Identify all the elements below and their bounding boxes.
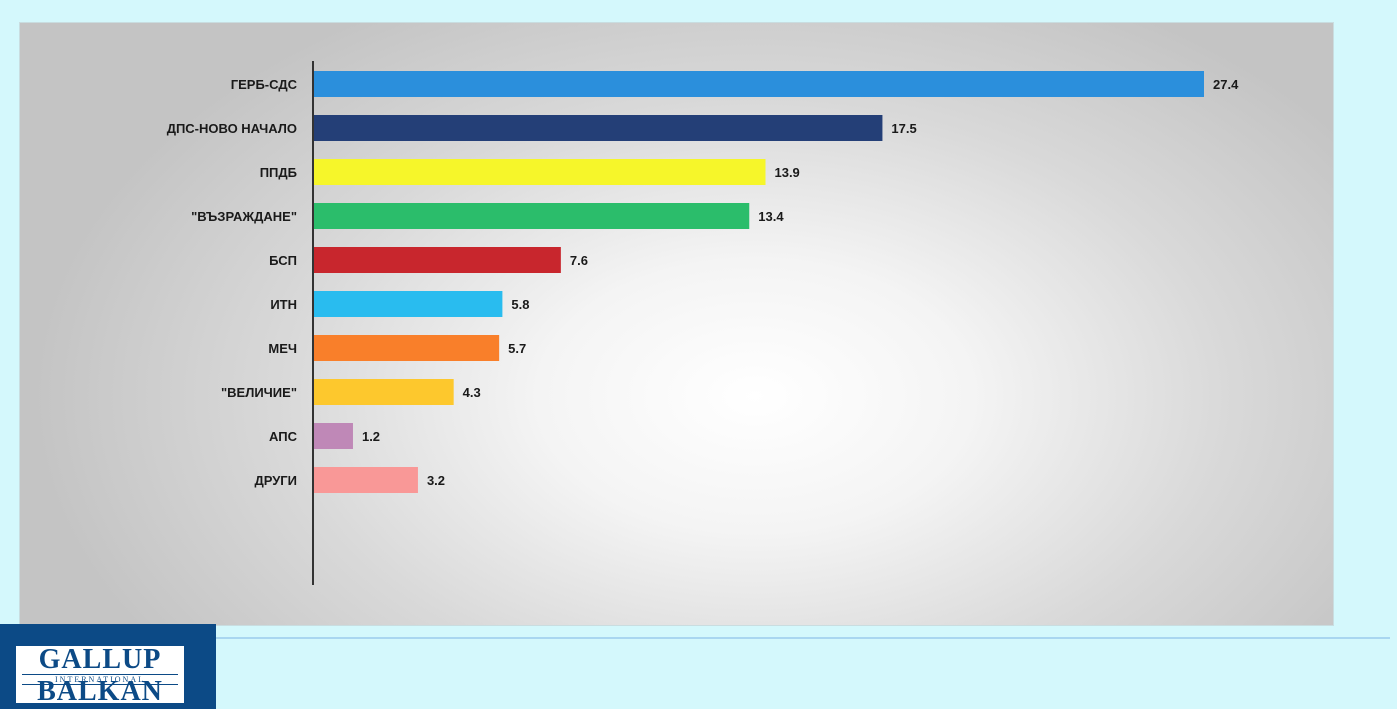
bar-2	[314, 159, 766, 185]
chart-panel: ГЕРБ-СДС 27.4 ДПС-НОВО НАЧАЛО 17.5 ППДБ 13.9 "…	[19, 22, 1334, 626]
separator-line	[216, 637, 1390, 639]
value-label-8: 1.2	[362, 429, 380, 444]
category-label-3: "ВЪЗРАЖДАНЕ"	[191, 209, 297, 224]
logo-text-balkan: BALKAN	[37, 676, 163, 707]
category-label-6: МЕЧ	[268, 341, 297, 356]
logo-badge: GALLUP INTERNATIONAL BALKAN	[16, 644, 184, 707]
value-label-6: 5.7	[508, 341, 526, 356]
value-label-0: 27.4	[1213, 77, 1239, 92]
category-label-5: ИТН	[270, 297, 297, 312]
category-label-0: ГЕРБ-СДС	[231, 77, 298, 92]
category-label-1: ДПС-НОВО НАЧАЛО	[167, 121, 297, 136]
value-label-4: 7.6	[570, 253, 588, 268]
logo-text-international: INTERNATIONAL	[22, 674, 178, 685]
value-label-1: 17.5	[891, 121, 916, 136]
value-label-9: 3.2	[427, 473, 445, 488]
value-label-7: 4.3	[463, 385, 481, 400]
gallup-logo: GALLUP INTERNATIONAL BALKAN	[0, 624, 216, 709]
logo-text-gallup: GALLUP	[38, 644, 162, 675]
bar-0	[314, 71, 1204, 97]
bar-3	[314, 203, 750, 229]
bar-chart: ГЕРБ-СДС 27.4 ДПС-НОВО НАЧАЛО 17.5 ППДБ 13.9 "…	[167, 61, 1239, 585]
category-label-2: ППДБ	[260, 165, 297, 180]
bar-6	[314, 335, 500, 361]
category-label-7: "ВЕЛИЧИЕ"	[221, 385, 297, 400]
value-label-2: 13.9	[774, 165, 799, 180]
category-label-9: ДРУГИ	[254, 473, 297, 488]
value-label-3: 13.4	[758, 209, 784, 224]
bar-1	[314, 115, 883, 141]
category-label-4: БСП	[269, 253, 297, 268]
bar-7	[314, 379, 454, 405]
bar-9	[314, 467, 418, 493]
value-label-5: 5.8	[511, 297, 529, 312]
bar-8	[314, 423, 353, 449]
bar-5	[314, 291, 503, 317]
category-label-8: АПС	[269, 429, 298, 444]
bar-4	[314, 247, 561, 273]
